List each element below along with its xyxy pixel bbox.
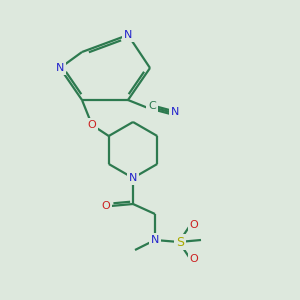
Text: N: N	[124, 30, 132, 40]
Text: N: N	[129, 173, 137, 183]
Text: O: O	[88, 120, 96, 130]
Text: O: O	[190, 254, 198, 264]
Text: N: N	[151, 235, 159, 245]
Text: O: O	[190, 220, 198, 230]
Text: O: O	[102, 201, 110, 211]
Text: S: S	[176, 236, 184, 248]
Text: N: N	[56, 63, 64, 73]
Text: C: C	[148, 101, 156, 111]
Text: N: N	[171, 107, 179, 117]
